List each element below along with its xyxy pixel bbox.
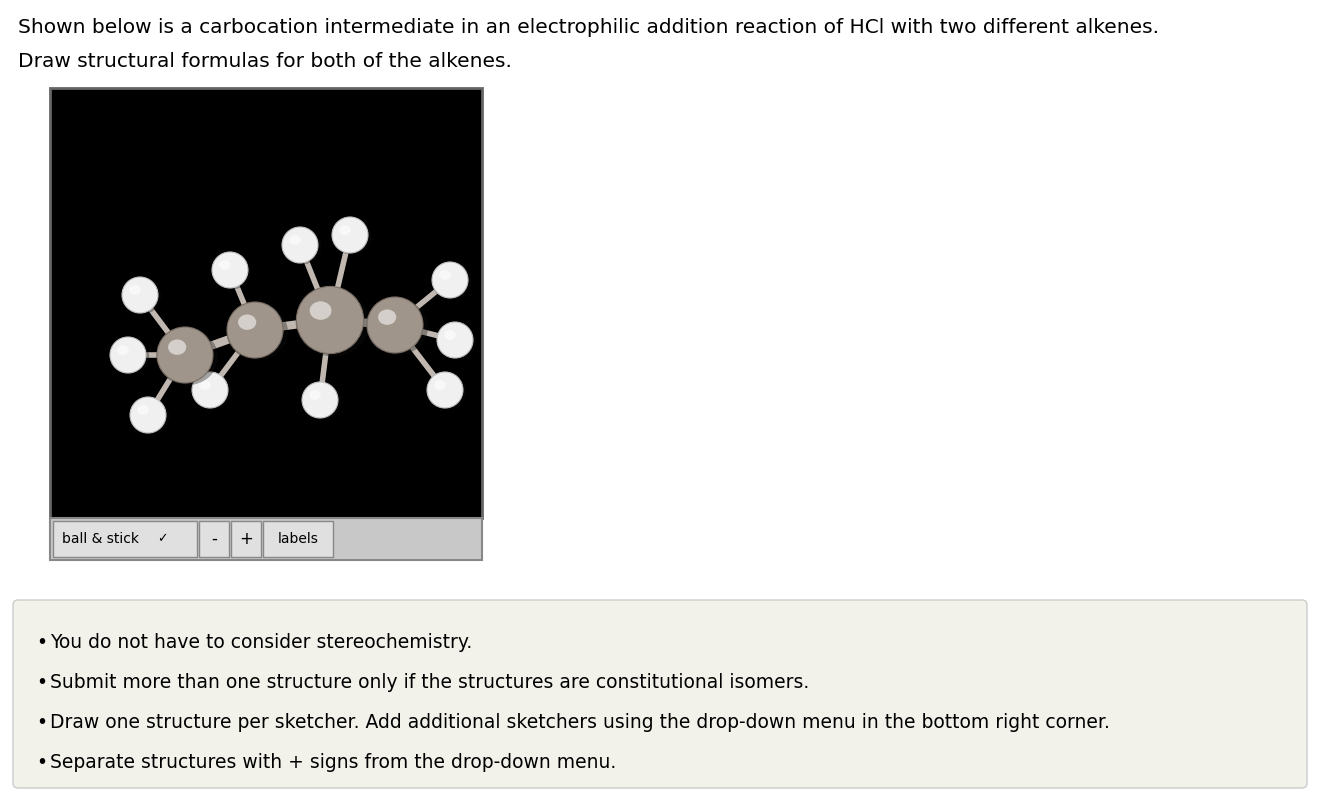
Text: -: - [212,530,217,548]
Ellipse shape [366,299,428,355]
Text: •: • [36,753,48,772]
Text: •: • [36,633,48,652]
Circle shape [122,277,159,313]
Text: Draw structural formulas for both of the alkenes.: Draw structural formulas for both of the… [19,52,512,71]
Text: ✓: ✓ [157,532,168,546]
Ellipse shape [130,285,141,295]
Ellipse shape [427,373,467,409]
Text: You do not have to consider stereochemistry.: You do not have to consider stereochemis… [50,633,472,652]
Text: •: • [36,713,48,732]
Ellipse shape [309,390,321,400]
Ellipse shape [290,235,301,245]
Circle shape [227,302,283,358]
Text: ball & stick: ball & stick [62,532,139,546]
Text: labels: labels [278,532,319,546]
Circle shape [332,217,368,253]
Circle shape [192,372,227,408]
Circle shape [301,382,338,418]
Ellipse shape [301,384,341,420]
FancyBboxPatch shape [13,600,1307,788]
Bar [50,88,483,518]
Ellipse shape [332,219,371,255]
Ellipse shape [444,330,456,340]
Ellipse shape [168,339,186,355]
Text: Draw one structure per sketcher. Add additional sketchers using the drop-down me: Draw one structure per sketcher. Add add… [50,713,1110,732]
Text: Shown below is a carbocation intermediate in an electrophilic addition reaction : Shown below is a carbocation intermediat… [19,18,1159,37]
Circle shape [157,327,213,383]
Ellipse shape [439,270,451,280]
Ellipse shape [226,304,288,360]
Circle shape [110,337,145,373]
Circle shape [368,297,423,353]
FancyBboxPatch shape [200,521,229,557]
Ellipse shape [432,263,471,299]
Circle shape [438,322,473,358]
Ellipse shape [212,254,251,290]
FancyBboxPatch shape [231,521,260,557]
Ellipse shape [282,228,321,264]
Ellipse shape [192,373,231,409]
Circle shape [432,262,468,298]
Ellipse shape [137,405,149,415]
Ellipse shape [340,225,350,235]
Ellipse shape [118,345,128,355]
Circle shape [212,252,249,288]
Circle shape [130,397,167,433]
Bar [50,518,483,560]
Text: •: • [36,673,48,692]
Ellipse shape [110,338,149,374]
Ellipse shape [238,314,256,330]
Ellipse shape [130,398,169,434]
Ellipse shape [434,380,446,390]
Text: Submit more than one structure only if the structures are constitutional isomers: Submit more than one structure only if t… [50,673,809,692]
FancyBboxPatch shape [263,521,333,557]
Ellipse shape [309,302,332,320]
FancyBboxPatch shape [53,521,197,557]
Ellipse shape [122,279,161,314]
Ellipse shape [378,310,397,325]
Text: Separate structures with + signs from the drop-down menu.: Separate structures with + signs from th… [50,753,616,772]
Ellipse shape [436,323,476,359]
Circle shape [427,372,463,408]
Text: +: + [239,530,253,548]
Circle shape [296,286,364,354]
Ellipse shape [219,260,231,270]
Circle shape [282,227,319,263]
Ellipse shape [296,289,370,356]
Ellipse shape [156,330,218,385]
Ellipse shape [200,380,210,390]
